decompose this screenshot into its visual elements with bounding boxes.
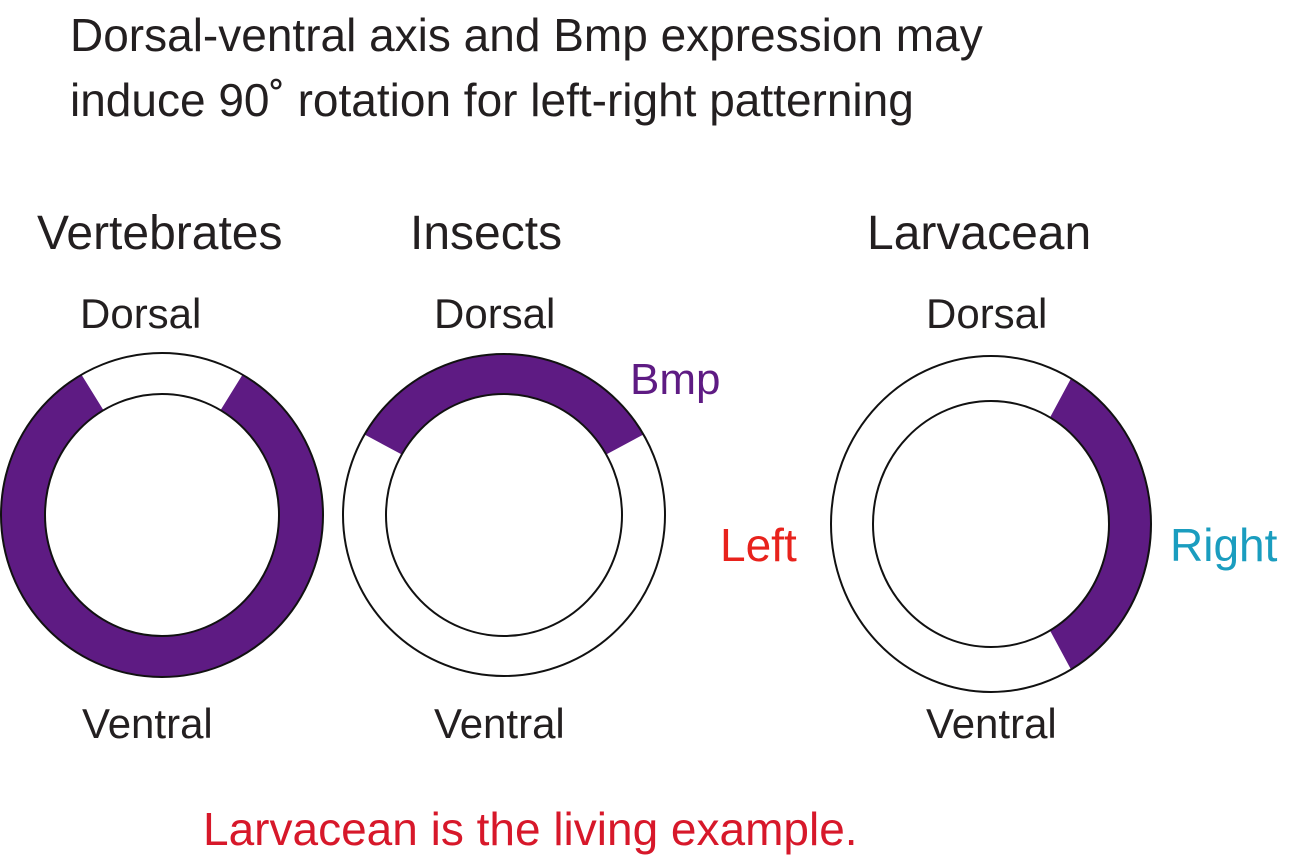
conclusion-text: Larvacean is the living example.: [203, 803, 858, 855]
right-label: Right: [1170, 519, 1278, 571]
inner-ring-insects: [385, 393, 623, 637]
ventral-label-larvacean: Ventral: [926, 700, 1057, 747]
dorsal-label-insects: Dorsal: [434, 290, 556, 337]
bmp-label: Bmp: [630, 355, 721, 404]
outer-ring-larvacean: [830, 355, 1152, 693]
inner-ring-larvacean: [872, 400, 1110, 648]
ventral-label-insects: Ventral: [434, 700, 565, 747]
panel-title-vertebrates: Vertebrates: [37, 207, 283, 260]
ventral-label-vertebrates: Ventral: [82, 700, 213, 747]
title-line-1: Dorsal-ventral axis and Bmp expression m…: [70, 9, 983, 61]
left-label: Left: [720, 519, 797, 571]
panel-title-insects: Insects: [410, 207, 563, 260]
panel-title-larvacean: Larvacean: [867, 207, 1092, 260]
bmp-expression-insects: [364, 354, 644, 455]
dorsal-label-larvacean: Dorsal: [926, 290, 1048, 337]
dorsal-label-vertebrates: Dorsal: [80, 290, 202, 337]
outer-ring-vertebrates: [0, 352, 324, 678]
title-line-2: induce 90˚ rotation for left-right patte…: [70, 74, 914, 126]
outer-ring-insects: [342, 353, 666, 677]
inner-ring-vertebrates: [44, 393, 280, 637]
bmp-expression-larvacean: [1050, 378, 1151, 670]
